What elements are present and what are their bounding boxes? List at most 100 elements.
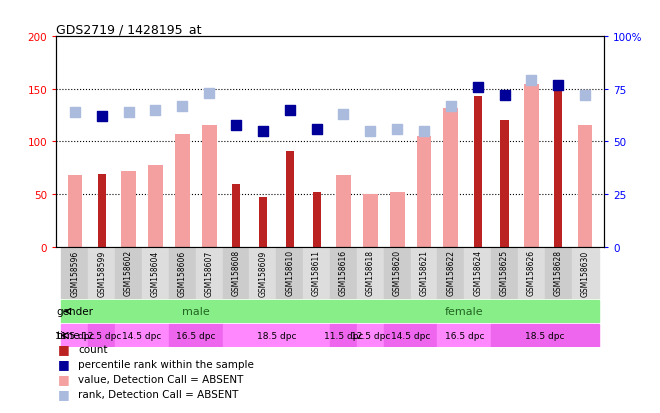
Point [499,93,510,99]
Bar [61,300,330,323]
Point [96,114,107,120]
Bar [464,247,491,299]
Text: GSM158596: GSM158596 [71,250,79,296]
Text: GSM158626: GSM158626 [527,250,536,296]
Text: GSM158608: GSM158608 [232,250,240,296]
Point [392,126,403,133]
Point [284,107,295,114]
Text: 12.5 dpc: 12.5 dpc [82,331,121,340]
Bar [438,324,491,347]
Bar [115,324,169,347]
Point [231,122,242,128]
Text: ■: ■ [58,342,70,356]
Text: 11.5 dpc: 11.5 dpc [323,331,363,340]
Point [526,78,537,85]
Point [312,126,322,133]
Bar [286,152,294,247]
Text: GSM158611: GSM158611 [312,250,321,296]
Text: GSM158624: GSM158624 [473,250,482,296]
Bar [313,192,321,247]
Text: female: female [445,306,484,316]
Bar [88,247,116,299]
Point [553,82,564,89]
Point [257,128,268,135]
Bar [383,247,411,299]
Bar [61,324,88,347]
Bar [142,247,169,299]
Text: GSM158630: GSM158630 [581,250,589,296]
Point [177,103,187,110]
Bar [518,247,544,299]
Text: GSM158616: GSM158616 [339,250,348,296]
Text: count: count [78,344,108,354]
Bar [196,247,222,299]
Point [123,109,134,116]
Text: GDS2719 / 1428195_at: GDS2719 / 1428195_at [56,23,201,36]
Text: GSM158618: GSM158618 [366,250,375,296]
Text: rank, Detection Call = ABSENT: rank, Detection Call = ABSENT [78,389,238,399]
Text: gender: gender [56,306,93,316]
Text: 16.5 dpc: 16.5 dpc [176,331,215,340]
Text: GSM158602: GSM158602 [124,250,133,296]
Point [365,128,376,135]
Bar [232,184,240,247]
Bar [202,125,216,247]
Text: ■: ■ [58,372,70,385]
Text: ■: ■ [58,387,70,400]
Bar [330,324,357,347]
Text: GSM158610: GSM158610 [285,250,294,296]
Bar [438,247,464,299]
Text: GSM158606: GSM158606 [178,250,187,296]
Bar [500,121,509,247]
Bar [67,176,82,247]
Text: GSM158604: GSM158604 [151,250,160,296]
Bar [249,247,277,299]
Text: time: time [56,331,80,341]
Bar [303,247,330,299]
Text: 14.5 dpc: 14.5 dpc [391,331,430,340]
Text: GSM158607: GSM158607 [205,250,214,296]
Bar [363,195,378,247]
Text: value, Detection Call = ABSENT: value, Detection Call = ABSENT [78,374,244,384]
Text: 18.5 dpc: 18.5 dpc [257,331,296,340]
Bar [61,247,88,299]
Text: GSM158599: GSM158599 [97,250,106,296]
Point [418,128,429,135]
Text: GSM158628: GSM158628 [554,250,563,296]
Bar [222,324,330,347]
Text: GSM158621: GSM158621 [420,250,428,296]
Text: GSM158625: GSM158625 [500,250,509,296]
Bar [336,176,351,247]
Bar [357,324,383,347]
Bar [222,247,249,299]
Bar [277,247,303,299]
Text: 16.5 dpc: 16.5 dpc [445,331,484,340]
Bar [383,324,438,347]
Text: 12.5 dpc: 12.5 dpc [350,331,390,340]
Bar [524,84,539,247]
Point [338,112,348,118]
Bar [572,247,599,299]
Bar [474,97,482,247]
Text: GSM158620: GSM158620 [393,250,402,296]
Bar [115,247,142,299]
Bar [578,125,593,247]
Bar [416,137,432,247]
Bar [169,247,196,299]
Bar [330,247,357,299]
Text: GSM158622: GSM158622 [446,250,455,296]
Point [69,109,80,116]
Bar [169,324,222,347]
Text: male: male [182,306,210,316]
Bar [444,109,458,247]
Text: percentile rank within the sample: percentile rank within the sample [78,359,253,369]
Point [473,84,483,91]
Bar [544,247,572,299]
Bar [491,324,599,347]
Bar [491,247,518,299]
Bar [175,135,189,247]
Bar [554,90,562,247]
Bar [148,165,163,247]
Text: 14.5 dpc: 14.5 dpc [122,331,162,340]
Text: GSM158609: GSM158609 [258,250,267,296]
